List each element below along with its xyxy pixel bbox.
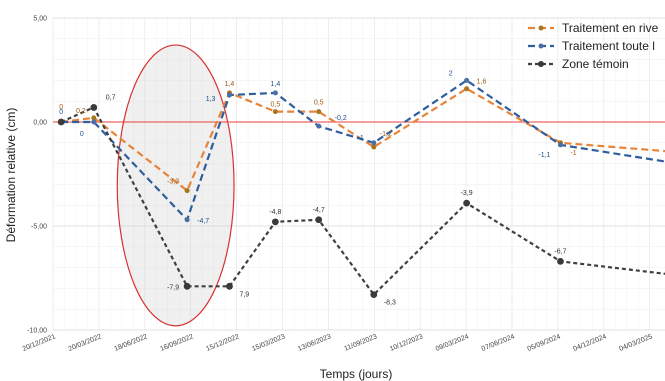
x-axis-title: Temps (jours) bbox=[320, 367, 393, 381]
x-tick-label: 15/12/2022 bbox=[205, 333, 240, 353]
series-line bbox=[61, 79, 665, 222]
data-label: -3,3 bbox=[167, 179, 179, 186]
data-label: -8,3 bbox=[384, 300, 396, 307]
x-tick-label: 16/09/2022 bbox=[159, 333, 194, 353]
data-point bbox=[316, 109, 322, 115]
data-point bbox=[464, 86, 470, 92]
y-tick-label: 5,00 bbox=[33, 16, 47, 23]
data-point bbox=[315, 216, 323, 224]
x-tick-label: 04/03/2025 bbox=[618, 333, 653, 353]
legend-swatch-marker bbox=[538, 61, 544, 67]
data-label: -4,7 bbox=[313, 207, 325, 214]
data-point bbox=[557, 257, 564, 265]
series-line bbox=[60, 105, 665, 297]
x-tick-label: 09/03/2024 bbox=[435, 333, 470, 353]
data-point bbox=[272, 109, 278, 115]
grid bbox=[52, 17, 665, 331]
data-point bbox=[463, 199, 471, 207]
data-label: 2 bbox=[449, 70, 453, 77]
data-point bbox=[557, 142, 563, 148]
data-label: 0 bbox=[80, 131, 84, 138]
data-label: -0,2 bbox=[335, 115, 347, 122]
data-label: -3,9 bbox=[461, 190, 473, 197]
x-tick-label: 18/06/2022 bbox=[113, 333, 148, 353]
data-label: -4,8 bbox=[269, 209, 281, 216]
data-point bbox=[226, 282, 233, 290]
x-tick-label: 20/12/2021 bbox=[22, 333, 57, 353]
y-axis-title: Déformation relative (cm) bbox=[4, 108, 18, 243]
legend-label: Traitement toute l bbox=[562, 39, 655, 53]
data-point bbox=[371, 140, 377, 146]
series-line bbox=[61, 87, 665, 193]
x-tick-label: 15/03/2023 bbox=[251, 333, 286, 353]
series-layer bbox=[57, 77, 665, 299]
x-tick-label: 07/06/2024 bbox=[481, 333, 516, 353]
data-label: 0 bbox=[59, 104, 63, 111]
y-tick-label: -5,00 bbox=[31, 224, 47, 231]
data-label: -7,9 bbox=[167, 284, 179, 291]
x-tick-label: 11/09/2023 bbox=[343, 333, 378, 352]
data-label: -1,1 bbox=[538, 152, 550, 159]
data-point bbox=[91, 119, 97, 125]
data-point bbox=[90, 104, 98, 111]
data-label: -1 bbox=[358, 135, 364, 142]
legend: Traitement en rive Traitement toute l Zone… bbox=[528, 21, 659, 71]
data-label: 1,4 bbox=[225, 81, 235, 88]
data-label: 1,6 bbox=[477, 79, 487, 86]
data-label: -1 bbox=[570, 150, 576, 157]
y-tick-label: -10,00 bbox=[27, 328, 47, 335]
legend-label: Zone témoin bbox=[562, 57, 629, 71]
legend-swatch-marker bbox=[538, 25, 544, 31]
data-label: 0,5 bbox=[270, 102, 280, 109]
x-tick-label: 20/03/2022 bbox=[68, 333, 103, 353]
x-tick-label: 10/12/2023 bbox=[389, 333, 424, 353]
data-point bbox=[184, 217, 190, 223]
data-point bbox=[184, 188, 190, 194]
data-point bbox=[272, 90, 278, 96]
legend-swatch-marker bbox=[538, 43, 544, 49]
data-point bbox=[371, 144, 377, 150]
x-tick-label: 04/12/2024 bbox=[572, 333, 607, 353]
data-point bbox=[316, 123, 322, 129]
data-point bbox=[226, 92, 232, 98]
x-tick-label: 05/09/2024 bbox=[527, 333, 562, 353]
data-point bbox=[271, 218, 279, 226]
data-labels-layer: 00,2-3,31,40,5 0,5-1,21,6-100-4,71,31,4-0… bbox=[59, 70, 577, 306]
y-tick-label: 0,00 bbox=[33, 120, 47, 127]
data-label: 7,9 bbox=[239, 291, 249, 298]
data-point bbox=[57, 118, 65, 126]
data-label: 0,2 bbox=[76, 108, 86, 115]
data-point bbox=[91, 115, 97, 121]
data-label: -1,2 bbox=[380, 131, 392, 138]
highlight-ellipse bbox=[116, 44, 235, 327]
data-label: -6,7 bbox=[554, 248, 566, 255]
data-label: 0,7 bbox=[106, 94, 116, 101]
x-tick-label: 13/06/2023 bbox=[297, 333, 332, 353]
data-label: 1,3 bbox=[206, 96, 216, 103]
data-label: -4,7 bbox=[197, 218, 209, 225]
highlight-region bbox=[116, 44, 235, 327]
legend-label: Traitement en rive bbox=[562, 21, 659, 35]
data-point bbox=[183, 282, 191, 290]
data-label: 0 bbox=[59, 109, 63, 116]
data-point bbox=[370, 291, 378, 299]
data-label: 1,4 bbox=[270, 81, 280, 88]
data-label: 0,5 bbox=[314, 100, 324, 107]
data-point bbox=[464, 77, 470, 83]
